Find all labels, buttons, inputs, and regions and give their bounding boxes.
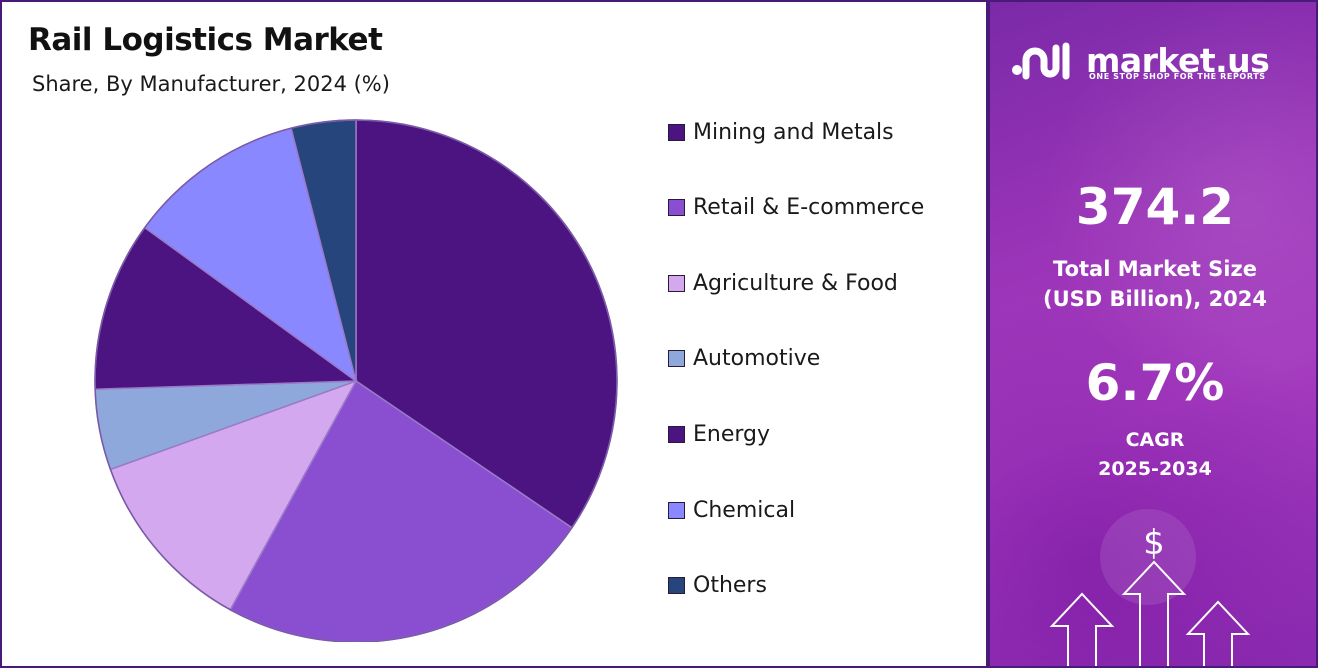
legend-item: Agriculture & Food [668, 265, 898, 301]
legend-swatch [668, 577, 685, 595]
legend-label: Retail & E-commerce [693, 195, 925, 221]
legend-label: Others [693, 573, 767, 599]
brand-name: market.us [1086, 40, 1270, 80]
brand-tagline: ONE STOP SHOP FOR THE REPORTS [1089, 72, 1266, 81]
legend-item: Others [668, 568, 767, 604]
legend-label: Mining and Metals [693, 119, 894, 145]
legend-item: Automotive [668, 341, 820, 377]
pie-chart [94, 119, 618, 642]
legend-swatch [668, 274, 685, 292]
up-arrow-icon [1049, 592, 1115, 666]
chart-panel: Rail Logistics Market Share, By Manufact… [0, 0, 988, 668]
legend-swatch [668, 350, 685, 368]
cagr-label-line1: CAGR [1125, 429, 1185, 451]
chart-title: Rail Logistics Market [28, 22, 383, 58]
dollar-icon: $ [1143, 523, 1165, 563]
legend-label: Agriculture & Food [693, 270, 898, 296]
brand-logo-icon [1012, 42, 1070, 80]
legend-label: Energy [693, 421, 771, 447]
pie-outline [94, 119, 618, 642]
legend-item: Retail & E-commerce [668, 190, 924, 226]
brand: market.us [1010, 38, 1270, 82]
legend-swatch [668, 425, 685, 443]
up-arrow-icon [1185, 600, 1251, 666]
up-arrow-icon [1121, 560, 1187, 666]
cagr-label-line2: 2025-2034 [1098, 458, 1212, 480]
market-size-label: Total Market Size (USD Billion), 2024 [990, 254, 1316, 314]
legend-swatch [668, 123, 685, 141]
legend-swatch [668, 199, 685, 217]
legend-swatch [668, 501, 685, 519]
market-size-label-line2: (USD Billion), 2024 [1042, 287, 1268, 311]
growth-illustration: $ [1049, 509, 1251, 666]
legend-label: Chemical [693, 497, 796, 523]
summary-panel: market.us ONE STOP SHOP FOR THE REPORTS … [988, 0, 1318, 668]
cagr-value: 6.7% [1085, 354, 1225, 412]
legend-label: Automotive [693, 346, 821, 372]
chart-subtitle: Share, By Manufacturer, 2024 (%) [32, 72, 390, 96]
cagr-label: CAGR 2025-2034 [990, 426, 1316, 484]
legend-item: Energy [668, 416, 770, 452]
legend-item: Mining and Metals [668, 114, 894, 150]
legend-item: Chemical [668, 492, 795, 528]
market-size-label-line1: Total Market Size [1053, 257, 1257, 281]
market-size-value: 374.2 [1075, 178, 1235, 236]
